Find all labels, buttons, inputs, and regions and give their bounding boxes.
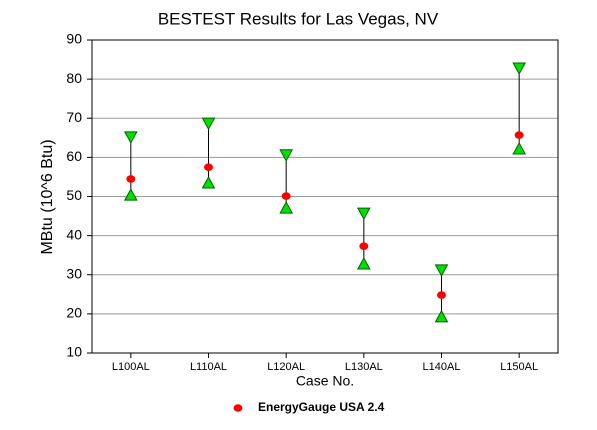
y-tick-label: 50: [66, 187, 82, 203]
high-marker: [512, 62, 527, 75]
value-marker: [281, 192, 291, 200]
value-marker: [359, 242, 369, 250]
x-tick-label: L100AL: [112, 361, 150, 373]
y-tick-label: 40: [66, 226, 82, 242]
value-marker: [126, 175, 136, 183]
y-axis-label: MBtu (10^6 Btu): [39, 139, 56, 254]
high-marker: [356, 207, 371, 221]
low-marker: [279, 201, 294, 214]
x-tick-label: L150AL: [500, 361, 538, 373]
y-tick-label: 20: [66, 305, 82, 321]
low-marker: [123, 188, 138, 201]
value-marker: [204, 163, 213, 171]
x-tick-label: L110AL: [190, 361, 227, 373]
low-marker: [201, 175, 216, 189]
value-marker: [514, 131, 524, 139]
chart-title: BESTEST Results for Las Vegas, NV: [158, 9, 439, 28]
y-tick-label: 90: [66, 31, 82, 47]
low-marker: [512, 141, 527, 155]
y-tick-label: 70: [66, 109, 82, 125]
y-tick-label: 60: [66, 148, 82, 164]
legend-marker: [233, 404, 243, 412]
y-tick-label: 30: [66, 265, 82, 281]
high-marker: [123, 131, 138, 144]
low-marker: [434, 309, 449, 323]
value-marker: [437, 291, 446, 299]
plot-frame: [91, 39, 559, 354]
y-tick-label: 80: [66, 70, 82, 86]
high-marker: [434, 264, 449, 277]
high-marker: [279, 149, 294, 162]
x-axis-label: Case No.: [296, 373, 354, 389]
legend-label: EnergyGauge USA 2.4: [258, 400, 385, 414]
x-tick-label: L130AL: [345, 361, 383, 373]
x-tick-label: L120AL: [267, 361, 305, 373]
high-marker: [201, 117, 216, 131]
x-tick-label: L140AL: [423, 361, 461, 373]
low-marker: [356, 256, 371, 270]
y-tick-label: 10: [66, 344, 82, 360]
